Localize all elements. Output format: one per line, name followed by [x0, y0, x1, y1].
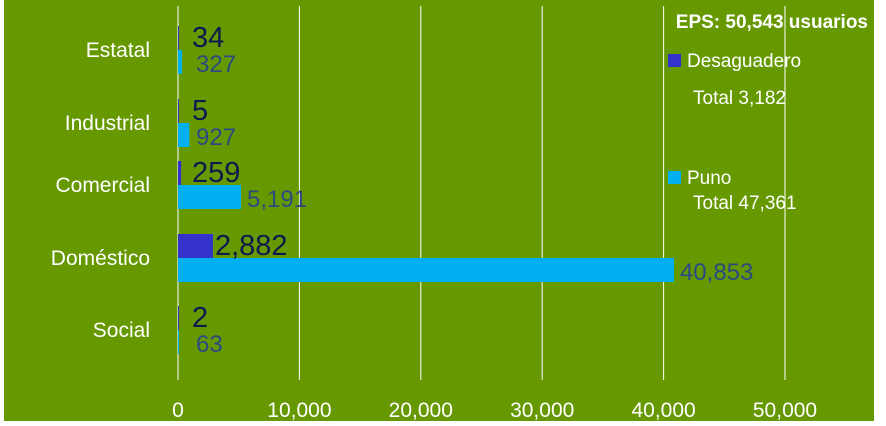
value-label-puno-industrial: 927: [196, 124, 236, 151]
category-label-estatal: Estatal: [86, 39, 150, 62]
bar-desaguadero-estatal: [178, 26, 179, 50]
category-label-social: Social: [93, 319, 150, 342]
bar-desaguadero-domestico: [178, 234, 213, 258]
category-label-domestico: Doméstico: [51, 247, 150, 270]
bar-desaguadero-industrial: [178, 99, 179, 123]
category-label-industrial: Industrial: [65, 112, 150, 135]
category-labels: Estatal Industrial Comercial Doméstico Socia…: [51, 39, 150, 342]
x-tick-label: 50,000: [753, 399, 817, 421]
value-label-desaguadero-comercial: 259: [192, 157, 240, 189]
plot-background: [4, 0, 874, 421]
value-label-puno-social: 63: [196, 331, 223, 358]
x-tick-labels: 0 10,000 20,000 30,000 40,000 50,000: [172, 399, 817, 422]
value-label-desaguadero-estatal: 34: [192, 22, 224, 54]
category-label-comercial: Comercial: [55, 174, 150, 197]
bar-desaguadero-social: [178, 306, 179, 330]
x-tick-label: 0: [172, 399, 184, 421]
bar-puno-comercial: [178, 185, 242, 209]
value-label-desaguadero-domestico: 2,882: [215, 230, 288, 262]
bar-puno-estatal: [178, 50, 182, 74]
bars: [178, 26, 674, 354]
legend-total-puno: Total 47,361: [693, 193, 797, 214]
bar-puno-industrial: [178, 123, 190, 147]
x-tick-label: 20,000: [389, 399, 453, 421]
legend: EPS: 50,543 usuarios Desaguadero Total 3…: [668, 12, 868, 214]
value-label-desaguadero-social: 2: [192, 302, 208, 334]
value-label-puno-comercial: 5,191: [247, 186, 307, 213]
chart-title: EPS: 50,543 usuarios: [676, 12, 868, 33]
legend-swatch-desaguadero: [668, 54, 681, 67]
legend-total-desaguadero: Total 3,182: [693, 88, 786, 109]
bar-puno-domestico: [178, 258, 674, 282]
x-tick-label: 10,000: [267, 399, 331, 421]
value-label-puno-domestico: 40,853: [680, 259, 753, 286]
legend-label-puno: Puno: [687, 168, 731, 189]
x-tick-label: 30,000: [510, 399, 574, 421]
value-label-puno-estatal: 327: [196, 51, 236, 78]
x-tick-label: 40,000: [631, 399, 695, 421]
bar-desaguadero-comercial: [178, 161, 182, 185]
legend-label-desaguadero: Desaguadero: [687, 51, 801, 72]
bar-puno-social: [178, 330, 179, 354]
legend-swatch-puno: [668, 171, 681, 184]
value-label-desaguadero-industrial: 5: [192, 95, 208, 127]
